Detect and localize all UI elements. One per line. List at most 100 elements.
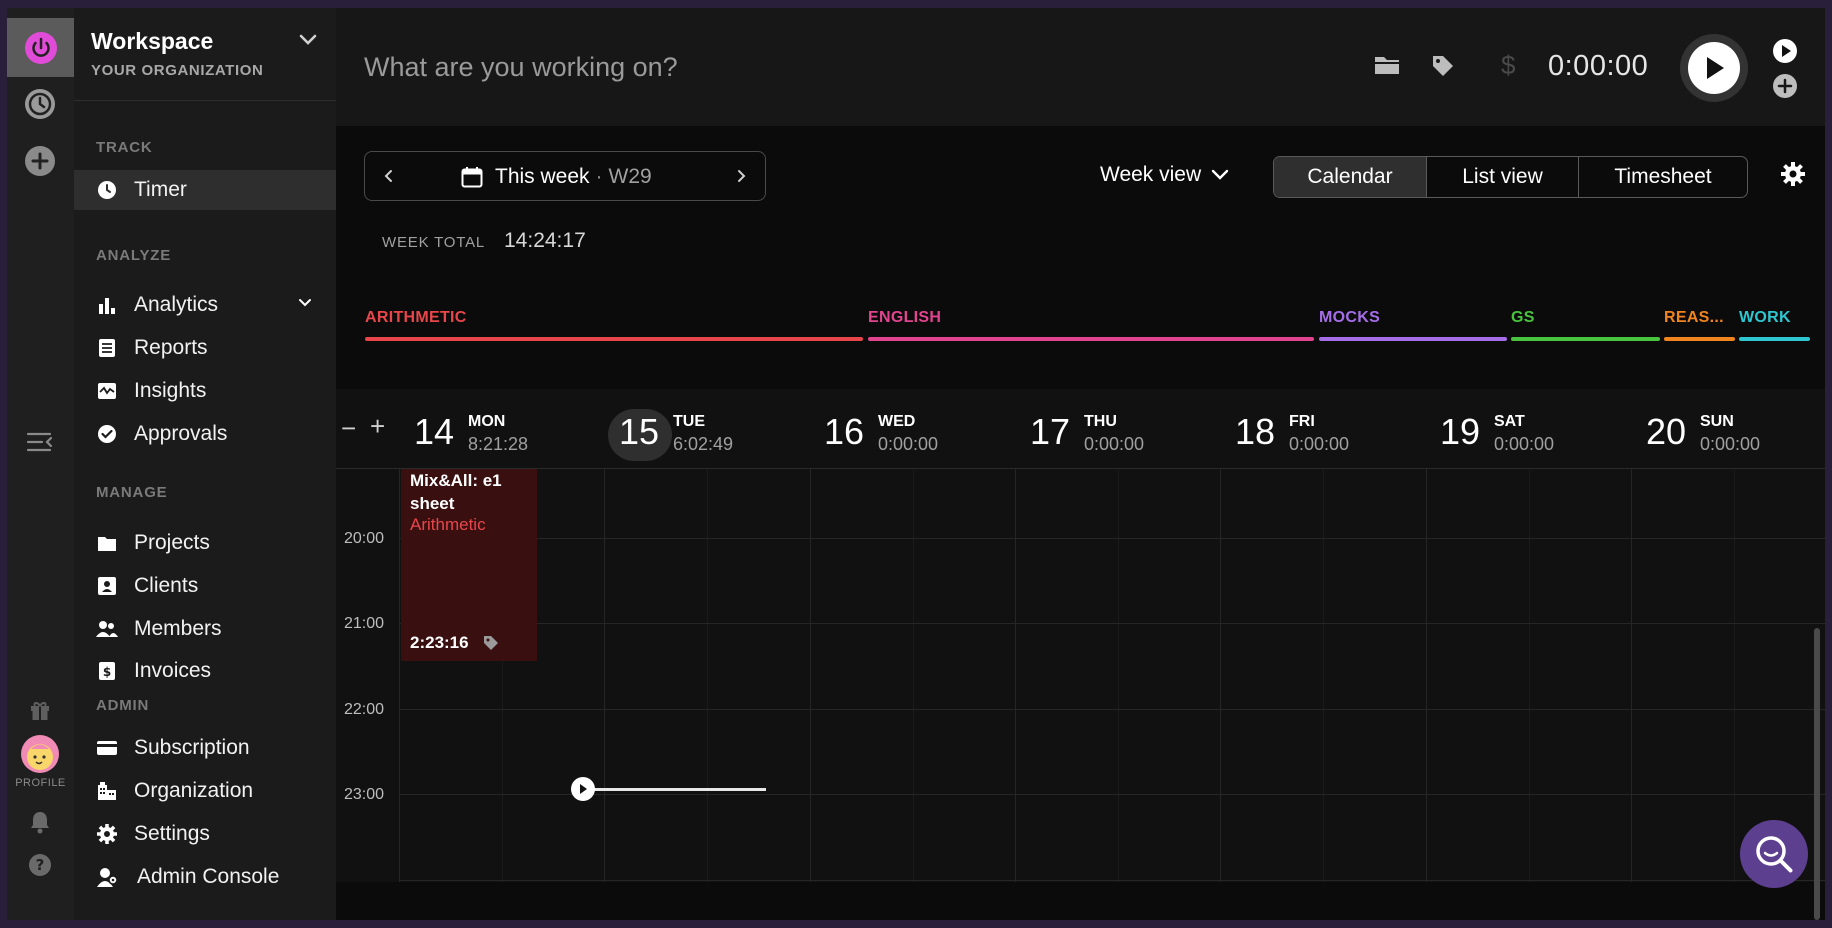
sidebar-item-settings[interactable]: Settings [74,814,336,854]
project-bar-english [868,337,1314,341]
power-icon [24,31,57,64]
zoom-out-button[interactable]: − [341,413,357,443]
description-input[interactable]: What are you working on? [364,52,678,82]
zoom-in-button[interactable]: + [370,411,386,441]
sidebar-item-subscription[interactable]: Subscription [74,728,336,768]
workspace-switcher[interactable]: Workspace YOUR ORGANIZATION [74,8,336,101]
hour-label: 23:00 [344,786,385,803]
calendar-scrollbar[interactable] [1814,628,1820,920]
grid-subline [1118,469,1119,882]
sidebar-item-insights[interactable]: Insights [74,371,336,411]
week-range-label[interactable]: This week · W29 [495,165,652,189]
add-entry-icon[interactable] [1772,73,1798,99]
calendar-settings-gear-icon[interactable] [1780,161,1806,187]
day-name: WED [878,413,916,430]
hour-label: 20:00 [344,530,385,547]
current-time-indicator[interactable] [571,777,595,801]
day-name: SUN [1700,413,1734,430]
credit-card-icon [96,737,118,759]
collapse-sidebar-button[interactable] [21,423,59,461]
project-summary-arithmetic[interactable]: ARITHMETIC [365,309,467,326]
help-button[interactable]: ? [21,846,59,884]
avatar-icon [21,735,59,773]
project-summary-mocks[interactable]: MOCKS [1319,309,1381,326]
day-name: TUE [673,413,705,430]
day-total: 0:00:00 [1700,434,1761,454]
timer-display: 0:00:00 [1548,50,1649,82]
week-number: W29 [608,165,652,188]
chevron-left-icon[interactable] [383,165,395,187]
calendar-grid[interactable]: 20:00 21:00 22:00 23:00 [336,469,1825,882]
client-icon [96,575,118,597]
bell-icon [31,812,49,834]
week-total-label: WEEK TOTAL [382,234,486,251]
sidebar-item-organization[interactable]: Organization [74,771,336,811]
grid-subline [913,469,914,882]
hour-line [399,880,1825,881]
week-label: This week [495,165,590,188]
day-number: 16 [824,411,865,452]
gear-icon [96,823,118,845]
add-workspace-button[interactable] [21,142,59,180]
gift-button[interactable] [21,691,59,729]
profile-avatar[interactable] [21,735,59,773]
sidebar-item-members[interactable]: Members [74,609,336,649]
day-number: 18 [1235,411,1276,452]
sidebar-item-label: Invoices [134,659,212,682]
power-button[interactable] [7,18,74,77]
day-total: 0:00:00 [1289,434,1350,454]
time-entry-block[interactable]: Mix&All: e1 sheet Arithmetic 2:23:16 [401,469,537,661]
day-number: 20 [1646,411,1687,452]
sidebar-item-projects[interactable]: Projects [74,523,336,563]
clock-rail-button[interactable] [21,85,59,123]
insights-icon [96,380,118,402]
sidebar-item-analytics[interactable]: Analytics [74,285,336,325]
tag-icon[interactable] [483,635,499,651]
calendar-icon [461,167,483,188]
folder-icon [96,532,118,554]
project-summary-work[interactable]: WORK [1739,309,1791,326]
workspace-title: Workspace [91,28,214,54]
members-icon [96,618,118,640]
billable-dollar-icon[interactable]: $ [1501,50,1516,80]
play-icon [580,784,587,794]
sidebar-item-clients[interactable]: Clients [74,566,336,606]
sidebar-item-invoices[interactable]: $ Invoices [74,651,336,691]
folder-icon[interactable] [1374,54,1400,76]
sidebar-item-approvals[interactable]: Approvals [74,414,336,454]
gift-icon [31,702,49,720]
week-view-dropdown[interactable]: Week view [1100,163,1229,187]
week-total-value: 14:24:17 [504,229,586,252]
tag-icon[interactable] [1431,54,1455,78]
start-timer-button[interactable] [1680,34,1748,102]
grid-subline [1734,469,1735,882]
hour-label: 21:00 [344,615,385,632]
clock-icon [25,89,55,119]
hour-line [399,709,1825,710]
building-icon [96,780,118,802]
sidebar-item-admin-console[interactable]: Admin Console [74,857,336,897]
sidebar-item-label: Timer [134,178,187,201]
sidebar-item-timer[interactable]: Timer [74,170,336,210]
grid-line [1631,469,1632,882]
project-summary-gs[interactable]: GS [1511,309,1535,326]
invoice-icon: $ [96,660,118,682]
grid-line [810,469,811,882]
tab-timesheet[interactable]: Timesheet [1614,165,1712,188]
clock-icon [96,179,118,201]
project-bar-arithmetic [365,337,863,341]
search-icon [1756,836,1793,873]
sidebar-item-reports[interactable]: Reports [74,328,336,368]
calendar-header [336,389,1825,469]
tab-calendar[interactable]: Calendar [1274,157,1427,197]
project-summary-english[interactable]: ENGLISH [868,309,942,326]
chevron-right-icon[interactable] [735,165,747,187]
project-summary-reasoning[interactable]: REAS... [1664,309,1724,326]
play-circle-icon[interactable] [1772,38,1798,64]
reports-icon [96,337,118,359]
notifications-button[interactable] [21,803,59,841]
help-search-button[interactable] [1740,820,1808,888]
tab-list-view[interactable]: List view [1427,157,1579,197]
grid-subline [1323,469,1324,882]
sidebar-item-label: Organization [134,779,254,802]
